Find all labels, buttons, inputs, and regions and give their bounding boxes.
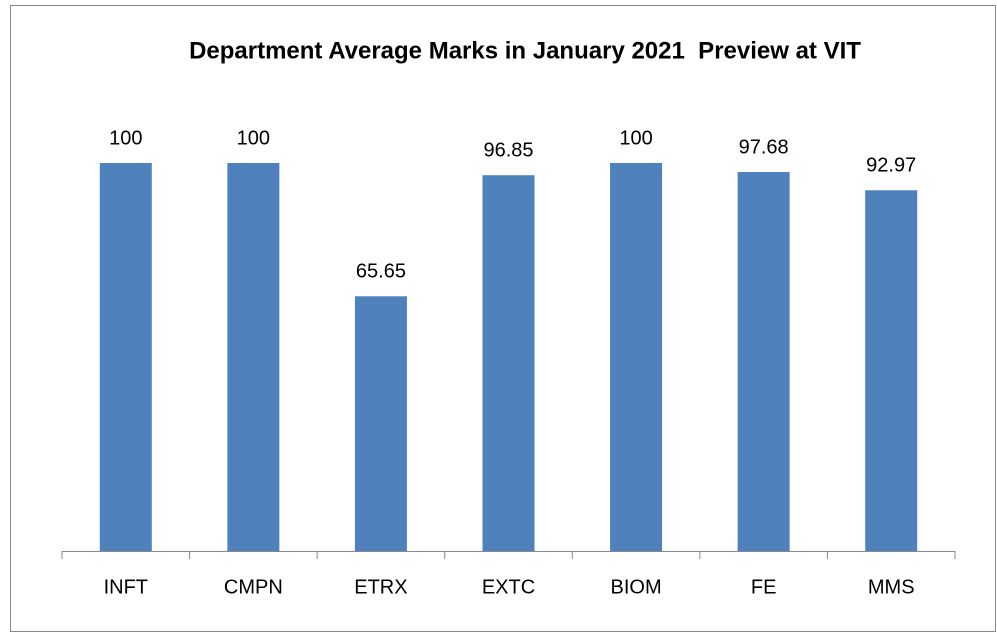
x-tick-label: INFT (104, 576, 148, 598)
x-tick-label: ETRX (354, 576, 407, 598)
data-label: 65.65 (356, 261, 406, 283)
bar (865, 190, 918, 551)
data-label: 97.68 (739, 136, 789, 158)
data-label: 100 (237, 127, 270, 149)
chart-title: Department Average Marks in January 2021… (189, 37, 861, 64)
bar (354, 296, 407, 551)
x-tick-label: MMS (868, 576, 915, 598)
bar (227, 163, 280, 551)
x-tick-label: EXTC (482, 576, 535, 598)
data-label: 100 (109, 127, 142, 149)
x-tick-label: BIOM (611, 576, 662, 598)
bar (482, 175, 535, 552)
data-label: 100 (619, 127, 652, 149)
bar (610, 163, 663, 551)
data-label: 96.85 (483, 140, 533, 162)
x-tick-label: FE (751, 576, 777, 598)
bar (737, 172, 790, 552)
data-label: 92.97 (866, 155, 916, 177)
x-tick-label: CMPN (224, 576, 283, 598)
bar (99, 163, 152, 551)
